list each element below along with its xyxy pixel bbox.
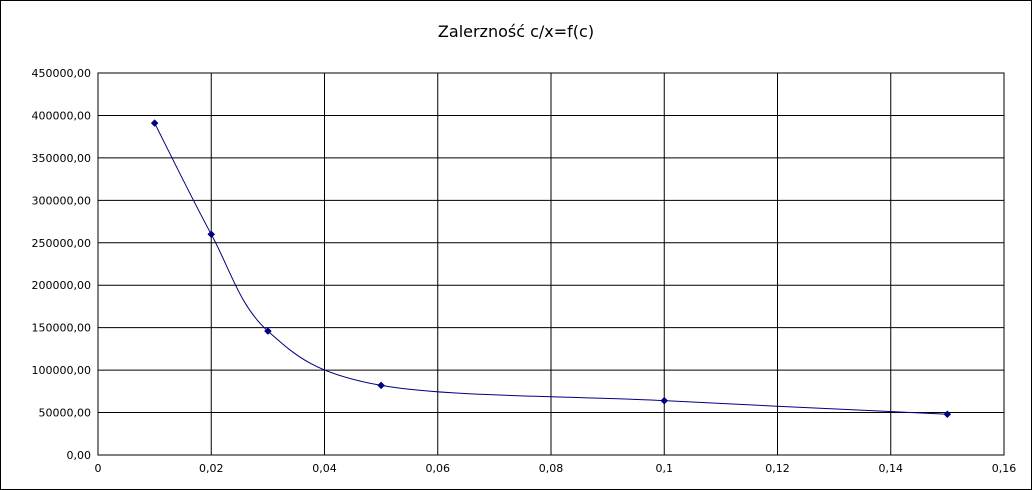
y-tick-label: 300000,00 — [32, 194, 92, 207]
x-tick-label: 0 — [95, 462, 102, 475]
x-tick-label: 0,02 — [199, 462, 224, 475]
y-tick-label: 50000,00 — [39, 407, 92, 420]
data-point-marker — [377, 381, 385, 390]
x-tick-label: 0,06 — [426, 462, 451, 475]
plot-border — [97, 72, 1005, 456]
data-point-marker — [207, 230, 216, 239]
data-point-marker — [943, 410, 952, 419]
y-tick-label: 400000,00 — [32, 109, 92, 122]
data-point-marker — [150, 119, 159, 127]
y-tick-label: 0,00 — [67, 449, 92, 462]
data-point-marker — [660, 396, 669, 405]
x-axis-tick-labels: 0 0,02 0,04 0,06 0,08 0,1 0,12 0,14 0,16 — [95, 462, 1017, 475]
chart-title: Zalerzność c/x=f(c) — [437, 22, 595, 41]
series-group — [150, 119, 952, 419]
x-tick-label: 0,04 — [312, 462, 337, 475]
y-tick-label: 150000,00 — [32, 322, 92, 335]
x-tick-label: 0,12 — [765, 462, 790, 475]
y-tick-label: 200000,00 — [32, 279, 92, 292]
x-tick-label: 0,1 — [656, 462, 674, 475]
x-tick-label: 0,08 — [539, 462, 564, 475]
x-tick-label: 0,14 — [879, 462, 904, 475]
data-point-marker — [264, 327, 272, 335]
y-axis-tick-labels: 0,00 50000,00 100000,00 150000,00 200000,00 2… — [32, 67, 92, 462]
y-tick-label: 450000,00 — [32, 67, 92, 80]
x-tick-label: 0,16 — [992, 462, 1017, 475]
y-tick-label: 350000,00 — [32, 152, 92, 165]
y-tick-label: 250000,00 — [32, 237, 92, 250]
y-tick-label: 100000,00 — [32, 364, 92, 377]
